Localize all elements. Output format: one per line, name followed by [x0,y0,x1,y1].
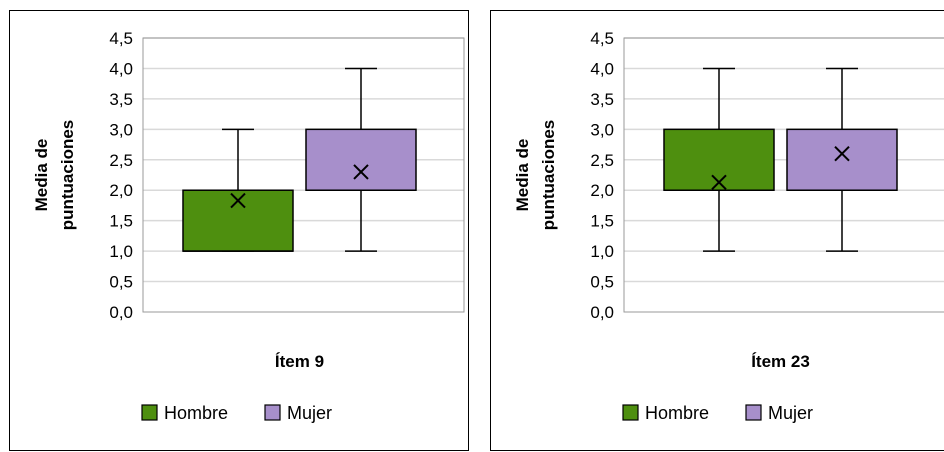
x-axis-title: Ítem 9 [275,352,324,371]
y-axis-title: Media de [32,139,51,212]
y-tick-label: 3,0 [109,120,133,139]
y-tick-label: 1,0 [590,242,614,261]
legend-item-hombre: Hombre [623,403,709,423]
x-axis-title: Ítem 23 [751,352,810,371]
y-tick-label: 3,5 [109,90,133,109]
y-tick-label: 2,5 [109,151,133,170]
legend-label: Mujer [287,403,332,423]
y-tick-label: 2,0 [590,181,614,200]
y-tick-label: 4,5 [590,29,614,48]
y-tick-label: 1,0 [109,242,133,261]
legend-item-mujer: Mujer [746,403,813,423]
legend-swatch [265,405,280,420]
legend-label: Mujer [768,403,813,423]
box-body [306,129,416,190]
y-tick-label: 0,0 [109,303,133,322]
y-tick-label: 2,5 [590,151,614,170]
legend-item-hombre: Hombre [142,403,228,423]
legend-swatch [623,405,638,420]
y-tick-label: 4,0 [590,59,614,78]
legend-swatch [746,405,761,420]
chart-frame [491,11,944,451]
y-tick-label: 4,0 [109,59,133,78]
legend-label: Hombre [645,403,709,423]
box-body [787,129,897,190]
y-tick-label: 0,5 [109,273,133,292]
y-axis-title: Media de [513,139,532,212]
legend-label: Hombre [164,403,228,423]
y-tick-label: 0,0 [590,303,614,322]
chart-panel-2: 0,0 0,5 1,0 1,5 2,0 2,5 3,0 3,5 4,0 4,5 Media de pu… [491,11,944,451]
y-tick-label: 1,5 [109,212,133,231]
y-axis-title: puntuaciones [539,120,558,231]
y-tick-label: 4,5 [109,29,133,48]
y-tick-label: 1,5 [590,212,614,231]
legend-item-mujer: Mujer [265,403,332,423]
y-tick-label: 0,5 [590,273,614,292]
y-tick-label: 3,0 [590,120,614,139]
y-axis-title: puntuaciones [58,120,77,231]
y-tick-label: 3,5 [590,90,614,109]
y-tick-label: 2,0 [109,181,133,200]
chart-panel-1: 0,0 0,5 1,0 1,5 2,0 2,5 3,0 3,5 4,0 4,5 Media de pu… [10,11,469,451]
legend-swatch [142,405,157,420]
